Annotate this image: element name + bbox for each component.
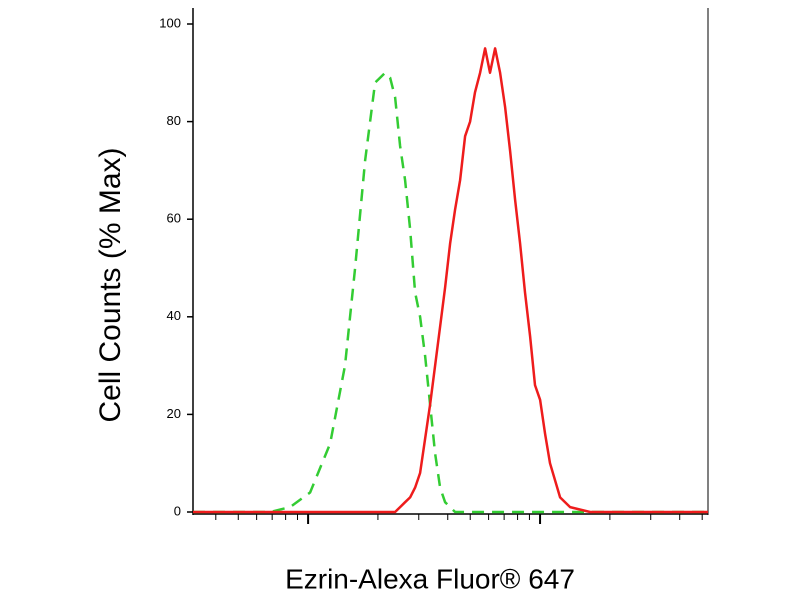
series-line (193, 71, 708, 514)
y-tick-label: 100 (159, 15, 181, 30)
y-axis-label: Cell Counts (% Max) (94, 147, 127, 422)
y-tick-label: 0 (174, 503, 181, 518)
x-axis-label: Ezrin-Alexa Fluor® 647 (285, 563, 575, 594)
y-tick-label: 60 (167, 211, 181, 226)
y-tick-label: 40 (167, 308, 181, 323)
y-tick-label: 20 (167, 406, 181, 421)
series-line (193, 47, 708, 514)
y-tick-label: 80 (167, 113, 181, 128)
